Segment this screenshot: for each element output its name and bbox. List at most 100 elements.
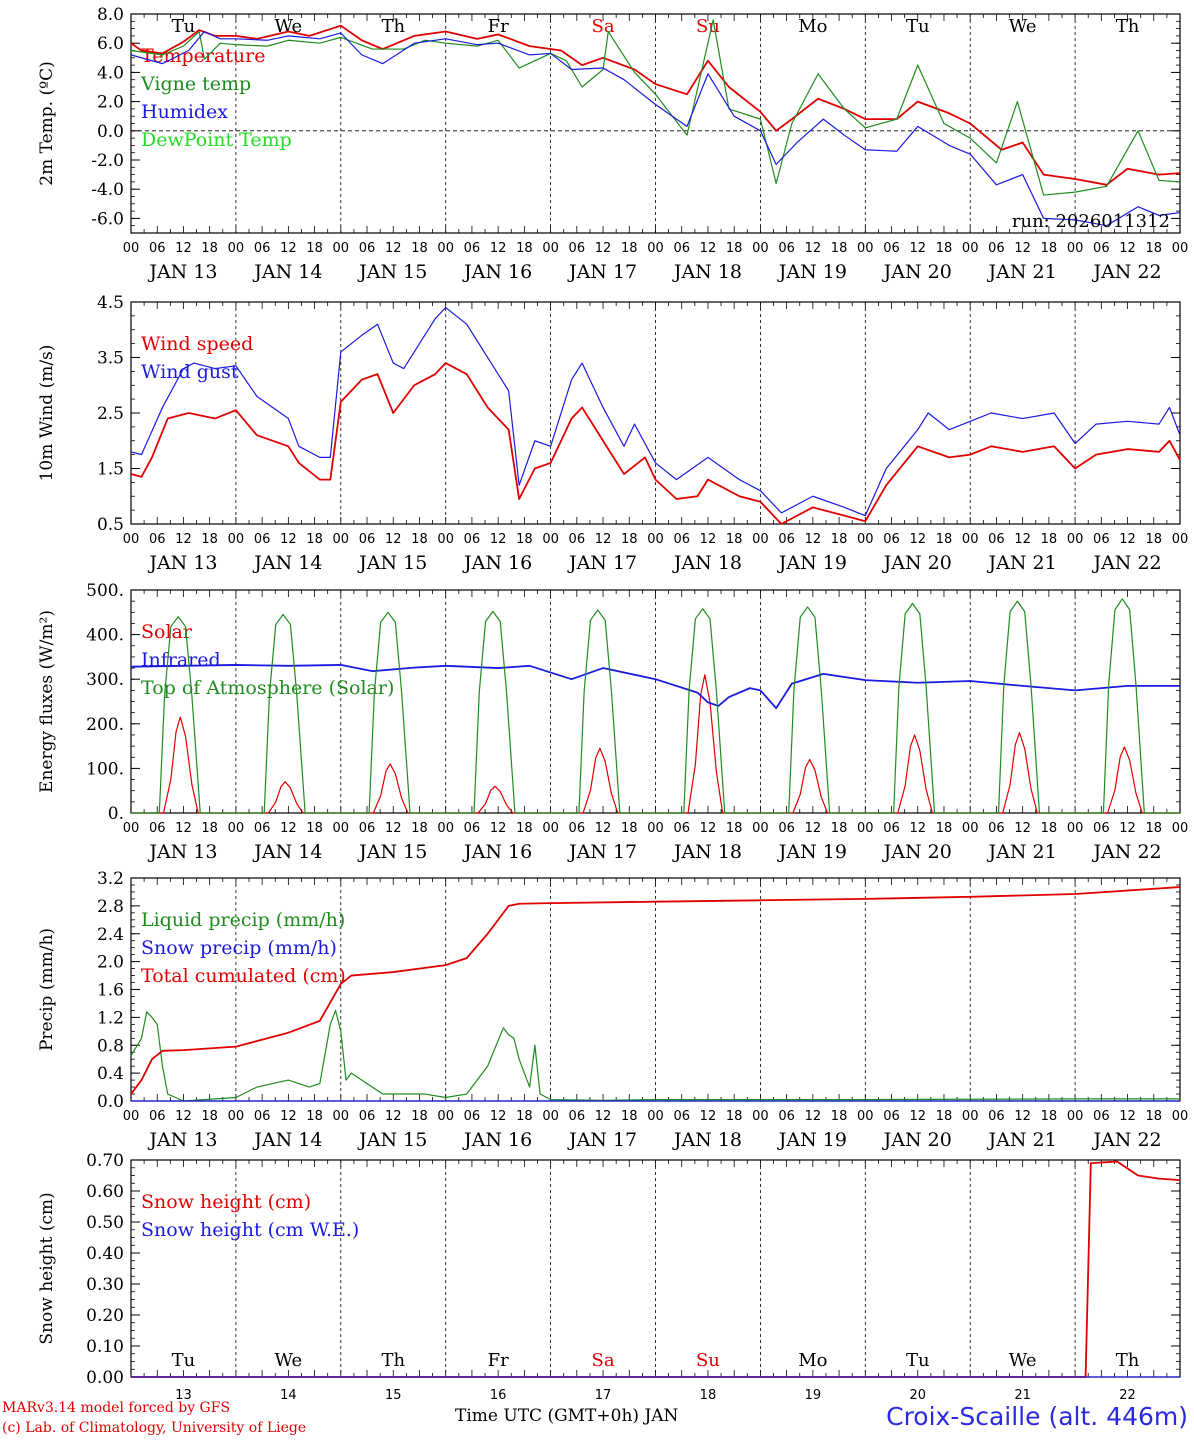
hour-tick-label: 18 [1041, 821, 1058, 836]
hour-tick-label: 18 [306, 532, 323, 547]
weekday-label: Mo [798, 1350, 827, 1371]
hour-tick-label: 18 [201, 1109, 218, 1124]
hour-tick-label: 12 [805, 1109, 822, 1124]
y-axis-label: 10m Wind (m/s) [37, 345, 57, 482]
hour-tick-label: 00 [962, 1109, 979, 1124]
hour-tick-label: 18 [1041, 532, 1058, 547]
hour-tick-label: 12 [490, 532, 507, 547]
y-tick-label: 0.5 [97, 515, 124, 535]
y-tick-label: 8.0 [97, 5, 124, 25]
hour-tick-label: 00 [1172, 532, 1189, 547]
bottom-day-label: 13 [175, 1388, 192, 1403]
y-tick-label: -4.0 [91, 180, 124, 200]
day-label: JAN 22 [1091, 841, 1161, 863]
weekday-label: We [1009, 1350, 1037, 1371]
day-label: JAN 19 [777, 1129, 847, 1151]
hour-tick-label: 06 [988, 1109, 1005, 1124]
hour-tick-label: 12 [1119, 532, 1136, 547]
hour-tick-label: 00 [333, 532, 350, 547]
hour-tick-label: 12 [700, 821, 717, 836]
series-line-total-cumulated-cm- [130, 886, 1181, 1095]
day-label: JAN 21 [987, 841, 1057, 863]
bottom-day-label: 21 [1014, 1388, 1031, 1403]
hour-tick-label: 18 [1146, 532, 1163, 547]
y-tick-label: 4.5 [97, 293, 124, 313]
hour-tick-label: 06 [464, 241, 481, 256]
hour-tick-label: 12 [385, 821, 402, 836]
bottom-day-label: 22 [1119, 1388, 1136, 1403]
day-label: JAN 17 [567, 841, 637, 863]
hour-tick-label: 18 [726, 532, 743, 547]
hour-tick-label: 00 [228, 1109, 245, 1124]
hour-tick-label: 00 [857, 241, 874, 256]
hour-tick-label: 18 [1146, 821, 1163, 836]
hour-tick-label: 12 [700, 532, 717, 547]
hour-tick-label: 00 [857, 532, 874, 547]
weekday-label: Th [381, 16, 405, 37]
day-label: JAN 20 [882, 841, 952, 863]
hour-tick-label: 12 [1119, 241, 1136, 256]
hour-tick-label: 00 [962, 821, 979, 836]
y-tick-label: 0.70 [86, 1151, 124, 1171]
weekday-label: Sa [592, 16, 615, 37]
legend-entry: Snow precip (mm/h) [141, 937, 337, 959]
hour-tick-label: 12 [1014, 241, 1031, 256]
day-label: JAN 14 [252, 261, 322, 283]
hour-tick-label: 00 [752, 532, 769, 547]
y-tick-label: 0.00 [86, 1368, 124, 1388]
bottom-day-label: 16 [490, 1388, 507, 1403]
hour-tick-label: 18 [411, 532, 428, 547]
hour-tick-label: 06 [569, 821, 586, 836]
day-label: JAN 21 [987, 261, 1057, 283]
day-label: JAN 19 [777, 552, 847, 574]
weekday-label: Tu [906, 16, 930, 37]
day-label: JAN 16 [462, 552, 532, 574]
hour-tick-label: 18 [306, 821, 323, 836]
x-axis-label: Time UTC (GMT+0h) JAN [455, 1406, 679, 1426]
bottom-day-label: 20 [909, 1388, 926, 1403]
y-tick-label: 4.0 [97, 63, 124, 83]
hour-tick-label: 18 [1041, 241, 1058, 256]
hour-tick-label: 18 [516, 532, 533, 547]
weekday-label: Sa [592, 1350, 615, 1371]
hour-tick-label: 06 [149, 1109, 166, 1124]
y-tick-label: 500. [86, 581, 124, 601]
weekday-label: Th [381, 1350, 405, 1371]
hour-tick-label: 06 [988, 241, 1005, 256]
weekday-label: Fr [488, 1350, 509, 1371]
hour-tick-label: 12 [280, 532, 297, 547]
hour-tick-label: 12 [490, 821, 507, 836]
hour-tick-label: 12 [700, 1109, 717, 1124]
y-tick-label: 3.5 [97, 349, 124, 369]
day-label: JAN 17 [567, 1129, 637, 1151]
hour-tick-label: 00 [752, 1109, 769, 1124]
day-label: JAN 13 [147, 841, 217, 863]
hour-tick-label: 12 [175, 1109, 192, 1124]
hour-tick-label: 06 [254, 241, 271, 256]
hour-tick-label: 12 [175, 532, 192, 547]
hour-tick-label: 18 [936, 532, 953, 547]
hour-tick-label: 18 [411, 821, 428, 836]
hour-tick-label: 12 [909, 532, 926, 547]
day-label: JAN 15 [357, 1129, 427, 1151]
day-label: JAN 13 [147, 261, 217, 283]
day-label: JAN 20 [882, 261, 952, 283]
hour-tick-label: 12 [175, 241, 192, 256]
hour-tick-label: 00 [647, 532, 664, 547]
y-tick-label: 0.40 [86, 1244, 124, 1264]
hour-tick-label: 06 [359, 1109, 376, 1124]
hour-tick-label: 18 [831, 532, 848, 547]
hour-tick-label: 06 [673, 241, 690, 256]
hour-tick-label: 06 [464, 1109, 481, 1124]
hour-tick-label: 00 [1067, 532, 1084, 547]
hour-tick-label: 00 [228, 532, 245, 547]
day-label: JAN 16 [462, 841, 532, 863]
hour-tick-label: 06 [673, 821, 690, 836]
series-line-wind-speed [130, 362, 1181, 525]
hour-tick-label: 00 [333, 1109, 350, 1124]
hour-tick-label: 06 [464, 532, 481, 547]
y-tick-label: 400. [86, 626, 124, 646]
hour-tick-label: 12 [385, 1109, 402, 1124]
weekday-label: Su [696, 16, 720, 37]
